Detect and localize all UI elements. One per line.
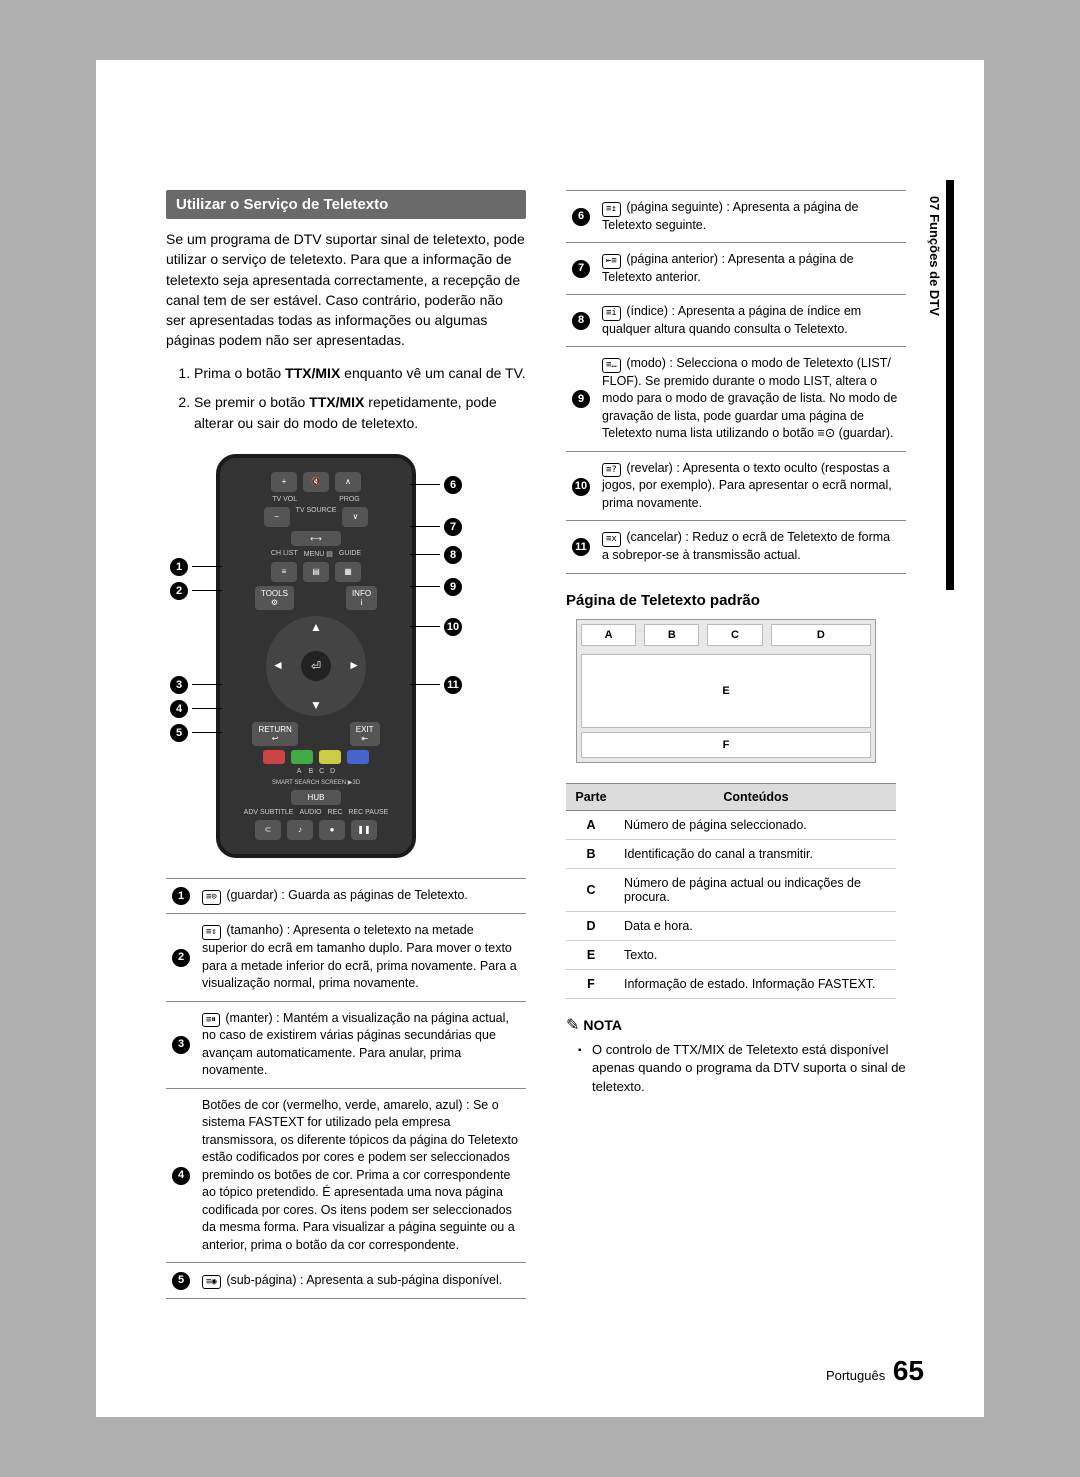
row-9: ≡… (modo) : Selecciona o modo de Teletex…: [596, 347, 906, 452]
intro-paragraph: Se um programa de DTV suportar sinal de …: [166, 229, 526, 351]
prog-down-btn: ∨: [342, 507, 368, 527]
blue-btn: [347, 750, 369, 764]
steps-list: Prima o botão TTX/MIX enquanto vê um can…: [166, 363, 526, 434]
subheading: Página de Teletexto padrão: [566, 592, 906, 609]
parts-table: ParteConteúdos ANúmero de página selecci…: [566, 783, 896, 999]
note-item: O controlo de TTX/MIX de Teletexto está …: [592, 1041, 906, 1098]
region-b: B: [644, 624, 699, 646]
right-column: 6≡↥ (página seguinte) : Apresenta a pági…: [566, 190, 906, 1299]
region-c: C: [707, 624, 762, 646]
red-btn: [263, 750, 285, 764]
exit-btn: EXIT⇤: [350, 722, 380, 746]
section-tab: 07 Funções de DTV: [925, 190, 944, 322]
step-1: Prima o botão TTX/MIX enquanto vê um can…: [194, 363, 526, 384]
dpad: ▲▼◄► ⏎: [266, 616, 366, 716]
vol-up-btn: +: [271, 472, 297, 492]
tools-btn: TOOLS⚙: [255, 586, 294, 610]
info-btn: INFOi: [346, 586, 377, 610]
row-6: ≡↥ (página seguinte) : Apresenta a págin…: [596, 191, 906, 243]
row-5: ≡◉ (sub-página) : Apresenta a sub-página…: [196, 1263, 526, 1299]
note-heading: ✎NOTA: [566, 1015, 906, 1035]
vol-down-btn: −: [264, 507, 290, 527]
row-7: ⇤≡ (página anterior) : Apresenta a págin…: [596, 243, 906, 295]
teletext-layout-diagram: A B C D E F: [576, 619, 876, 763]
region-f: F: [581, 732, 871, 758]
return-btn: RETURN↩: [252, 722, 297, 746]
green-btn: [291, 750, 313, 764]
left-column: Utilizar o Serviço de Teletexto Se um pr…: [166, 190, 526, 1299]
row-8: ≡i (índice) : Apresenta a página de índi…: [596, 295, 906, 347]
left-callout-table: 1≡⊙ (guardar) : Guarda as páginas de Tel…: [166, 878, 526, 1299]
region-e: E: [581, 654, 871, 728]
yellow-btn: [319, 750, 341, 764]
prog-up-btn: ∧: [335, 472, 361, 492]
row-4: Botões de cor (vermelho, verde, amarelo,…: [196, 1088, 526, 1263]
manual-page: 07 Funções de DTV Utilizar o Serviço de …: [96, 60, 984, 1417]
row-1: ≡⊙ (guardar) : Guarda as páginas de Tele…: [196, 878, 526, 914]
step-2: Se premir o botão TTX/MIX repetidamente,…: [194, 392, 526, 434]
row-11: ≡x (cancelar) : Reduz o ecrã de Teletext…: [596, 521, 906, 573]
row-10: ≡? (revelar) : Apresenta o texto oculto …: [596, 451, 906, 521]
region-a: A: [581, 624, 636, 646]
remote-control-diagram: 1 2 3 4 5 6 7 8 9 10 11 +🔇∧ TV VOLPROG −…: [216, 454, 416, 858]
mute-btn: 🔇: [303, 472, 329, 492]
right-callout-table: 6≡↥ (página seguinte) : Apresenta a pági…: [566, 190, 906, 574]
page-footer: Português 65: [826, 1355, 924, 1387]
section-title: Utilizar o Serviço de Teletexto: [166, 190, 526, 219]
side-stripe: [946, 180, 954, 590]
source-btn: ⟷: [291, 531, 341, 546]
region-d: D: [771, 624, 871, 646]
row-3: ≡⏸ (manter) : Mantém a visualização na p…: [196, 1001, 526, 1088]
row-2: ≡⇕ (tamanho) : Apresenta o teletexto na …: [196, 914, 526, 1001]
